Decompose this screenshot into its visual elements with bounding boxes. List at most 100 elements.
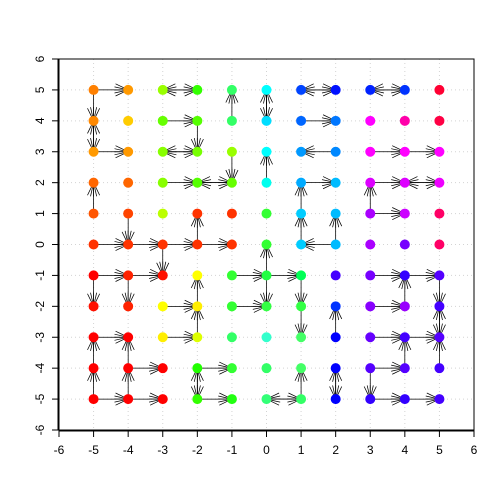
data-point [261, 208, 272, 219]
data-point [365, 301, 376, 312]
data-point [365, 115, 376, 126]
y-tick-label: -3 [33, 332, 47, 343]
data-point [157, 115, 168, 126]
data-point [399, 84, 410, 95]
data-point [399, 239, 410, 250]
data-point [192, 177, 203, 188]
data-point [365, 177, 376, 188]
y-tick-label: -1 [33, 270, 47, 281]
data-point [261, 115, 272, 126]
x-tick-label: 3 [367, 443, 374, 457]
data-point [296, 363, 307, 374]
data-point [296, 146, 307, 157]
data-point [434, 239, 445, 250]
edge [197, 392, 233, 406]
data-point [123, 301, 134, 312]
data-point [296, 239, 307, 250]
edge [370, 299, 405, 313]
data-point [330, 332, 341, 343]
data-point [365, 394, 376, 405]
edge [128, 268, 163, 282]
y-tick-label: 1 [33, 210, 47, 217]
data-point [157, 270, 168, 281]
data-point [261, 146, 272, 157]
x-tick-label: 5 [436, 443, 443, 457]
data-point [226, 146, 237, 157]
data-point [261, 332, 272, 343]
edge [266, 392, 302, 406]
edge [231, 299, 267, 313]
data-point [330, 301, 341, 312]
data-point [330, 208, 341, 219]
y-tick-label: 6 [33, 55, 47, 62]
data-point [88, 239, 99, 250]
data-point [192, 84, 203, 95]
edge [370, 145, 405, 159]
edge [300, 238, 336, 251]
x-tick-label: -1 [227, 443, 238, 457]
edge [128, 392, 163, 406]
edge [162, 145, 198, 159]
data-point [399, 270, 410, 281]
data-point [434, 177, 445, 188]
data-point [157, 239, 168, 250]
edge [231, 268, 267, 282]
data-point [330, 115, 341, 126]
x-tick-label: 6 [471, 443, 478, 457]
data-point [157, 363, 168, 374]
data-point [296, 177, 307, 188]
y-tick-label: -2 [33, 301, 47, 312]
data-point [226, 363, 237, 374]
edge [404, 268, 440, 282]
data-point [365, 239, 376, 250]
edge [93, 330, 129, 344]
data-point [330, 394, 341, 405]
edge [404, 392, 440, 406]
x-tick-label: 4 [401, 443, 408, 457]
y-tick-label: -5 [33, 393, 47, 404]
data-point [399, 115, 410, 126]
data-point [226, 332, 237, 343]
data-point [123, 208, 134, 219]
edge [93, 238, 129, 251]
edge [93, 392, 129, 406]
data-point [296, 394, 307, 405]
y-tick-label: 3 [33, 148, 47, 155]
edge [370, 83, 405, 97]
y-tick-label: 2 [33, 179, 47, 186]
data-point [399, 332, 410, 343]
data-point [192, 363, 203, 374]
y-tick-label: 4 [33, 117, 47, 124]
data-point [88, 84, 99, 95]
data-point [192, 239, 203, 250]
data-point [365, 84, 376, 95]
data-point [365, 146, 376, 157]
data-point [88, 332, 99, 343]
y-tick-label: -6 [33, 424, 47, 435]
points [88, 84, 445, 405]
data-point [226, 208, 237, 219]
edge [370, 330, 405, 344]
edge [300, 83, 336, 97]
edge [93, 145, 129, 159]
data-point [123, 332, 134, 343]
edge [370, 392, 405, 406]
edge [404, 330, 440, 344]
data-point [88, 208, 99, 219]
edge [128, 361, 163, 375]
data-point [399, 208, 410, 219]
data-point [88, 363, 99, 374]
data-point [157, 84, 168, 95]
x-tick-label: -5 [88, 443, 99, 457]
data-point [330, 239, 341, 250]
x-tick-label: -4 [123, 443, 134, 457]
data-point [261, 177, 272, 188]
data-point [192, 332, 203, 343]
y-tick-label: -4 [33, 363, 47, 374]
data-point [88, 146, 99, 157]
edge [404, 176, 440, 190]
edge [301, 176, 336, 190]
x-tick-label: -6 [54, 443, 65, 457]
data-point [123, 84, 134, 95]
data-point [434, 301, 445, 312]
